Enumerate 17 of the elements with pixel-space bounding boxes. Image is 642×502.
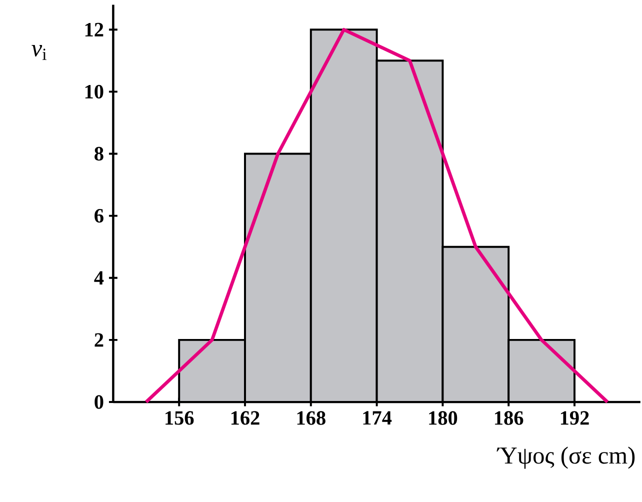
x-tick-label: 180 (429, 411, 458, 425)
y-tick-label: 4 (94, 271, 104, 285)
line-series (144, 28, 610, 404)
y-tick-label: 0 (94, 395, 104, 409)
x-tick-label: 162 (231, 411, 260, 425)
x-tick-label: 186 (495, 411, 524, 425)
y-tick-label: 6 (94, 209, 104, 223)
x-tick-label: 156 (166, 411, 194, 425)
y-tick-label: 12 (85, 22, 104, 36)
y-tick-label: 10 (85, 84, 104, 99)
x-tick-label: 174 (363, 411, 392, 425)
x-axis-title: Ύψος (σε cm) (496, 446, 635, 469)
y-tick-label: 2 (94, 333, 104, 347)
x-tick-label: 168 (297, 411, 326, 425)
x-tick-label: 192 (560, 411, 589, 425)
y-tick-label: 8 (94, 146, 104, 161)
y-axis-title: ν$_{i}$ (32, 45, 46, 60)
